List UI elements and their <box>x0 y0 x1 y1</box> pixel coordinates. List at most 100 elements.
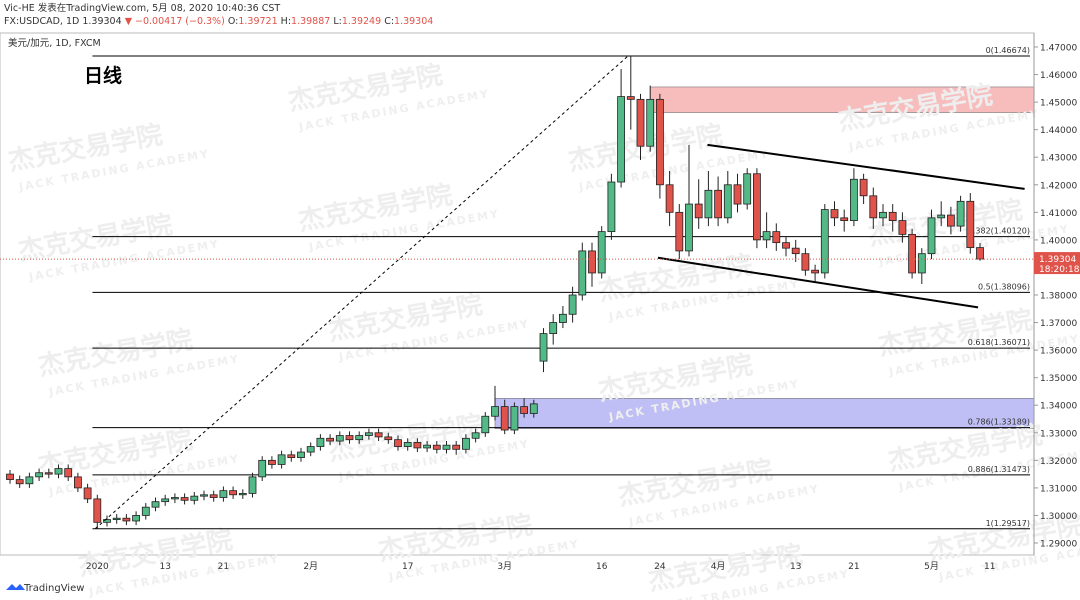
candle-body <box>694 203 703 219</box>
candle-body <box>345 435 354 441</box>
header: Vic-HE 发表在TradingView.com, 5月 08, 2020 1… <box>4 2 433 28</box>
y-tick-label: 1.32000 <box>1040 457 1077 467</box>
candle-body <box>956 200 965 227</box>
legend: 美元/加元, 1D, FXCM <box>8 37 101 49</box>
candle-body <box>597 231 606 274</box>
over-layer <box>0 55 1034 530</box>
candle-body <box>772 231 781 244</box>
candle-body <box>723 184 732 219</box>
o-value: 1.39721 <box>238 16 278 27</box>
candle-body <box>937 214 946 219</box>
header-line2: FX:USDCAD, 1D 1.39304 ▼ −0.00417 (−0.3%)… <box>4 15 433 28</box>
l-value: 1.39249 <box>341 16 382 27</box>
candle-body <box>898 220 907 235</box>
candle-body <box>811 269 819 274</box>
candle-body <box>238 492 247 496</box>
y-tick-label: 1.31000 <box>1040 484 1077 494</box>
y-tick-label: 1.41000 <box>1040 209 1077 219</box>
logo <box>6 584 25 590</box>
candle-body <box>491 406 499 417</box>
candle-body <box>403 442 412 447</box>
candle-body <box>685 203 693 252</box>
trend-line <box>707 143 1025 190</box>
x-tick-label: 13 <box>790 562 801 572</box>
x-tick-label: 24 <box>654 562 666 572</box>
candle-body <box>326 437 335 442</box>
candle-body <box>103 519 111 523</box>
x-tick-label: 16 <box>596 562 608 572</box>
countdown: 18:20:18 <box>1039 265 1080 275</box>
y-tick-label: 1.35000 <box>1040 374 1077 384</box>
fib-label: 0.786(1.33189) <box>968 418 1030 427</box>
candle-body <box>44 472 53 475</box>
candle-body <box>481 415 490 434</box>
candle-body <box>791 247 800 255</box>
candle-body <box>141 506 150 516</box>
candle-body <box>258 459 267 478</box>
y-tick-label: 1.29000 <box>1040 540 1077 550</box>
last-price-label: 1.39304 <box>1039 255 1076 265</box>
candle-body <box>219 490 228 498</box>
x-tick-label: 5月 <box>924 561 939 572</box>
candle-body <box>704 189 713 219</box>
fib-label: 0(1.46674) <box>986 46 1030 55</box>
candle-body <box>461 437 470 450</box>
x-tick-label: 3月 <box>497 561 512 572</box>
candle-body <box>112 517 121 520</box>
candle-body <box>578 250 587 296</box>
candle-body <box>714 189 722 219</box>
candle-body <box>452 444 461 450</box>
candle-body <box>364 432 373 436</box>
y-tick-label: 1.46000 <box>1040 71 1077 81</box>
candle-body <box>966 200 975 248</box>
candle-body <box>83 487 92 500</box>
candle-body <box>617 96 625 183</box>
candle-body <box>917 253 926 274</box>
y-tick-label: 1.33000 <box>1040 429 1077 439</box>
candle-body <box>753 173 761 241</box>
candle-body <box>297 451 305 458</box>
candle-body <box>200 494 208 497</box>
candle-body <box>656 98 664 186</box>
candle-body <box>287 454 296 458</box>
y-tick-label: 1.36000 <box>1040 347 1077 357</box>
candle-body <box>306 446 315 453</box>
x-tick-label: 4月 <box>711 561 726 572</box>
candle-body <box>869 195 878 219</box>
candle-body <box>54 468 63 475</box>
y-tick-label: 1.30000 <box>1040 512 1077 522</box>
candle-body <box>500 406 509 431</box>
zone <box>494 398 1035 429</box>
candle-body <box>190 495 199 501</box>
candle-body <box>35 472 43 478</box>
trend-line <box>657 256 979 309</box>
x-tick-label: 2月 <box>303 561 318 572</box>
y-tick-label: 1.42000 <box>1040 181 1077 191</box>
grid-layer: 0(1.46674) 0.382(1.40120) 0.5(1.38096) 0.61… <box>92 46 1030 530</box>
last-price: 1.39304 <box>82 16 122 27</box>
o-label: O: <box>227 16 239 27</box>
candle-body <box>947 214 955 227</box>
candle-body <box>6 473 14 481</box>
c-value: 1.39304 <box>394 16 434 27</box>
candle-body <box>539 333 548 362</box>
candle-body <box>568 294 577 315</box>
symbol: FX:USDCAD, 1D <box>4 16 80 27</box>
fib-label: 0.382(1.40120) <box>968 227 1030 236</box>
candle-body <box>976 247 984 260</box>
back-layer <box>494 86 1035 429</box>
candle-body <box>384 436 393 441</box>
candle-body <box>423 444 432 449</box>
candle-body <box>626 96 635 100</box>
candle-body <box>267 459 276 465</box>
candle-body <box>374 432 383 438</box>
candle-body <box>248 476 257 494</box>
y-tick-label: 1.37000 <box>1040 319 1077 329</box>
h-label: H: <box>280 16 292 27</box>
fib-label: 0.886(1.31473) <box>968 465 1030 474</box>
candle-body <box>743 173 752 205</box>
c-label: C: <box>384 16 395 27</box>
